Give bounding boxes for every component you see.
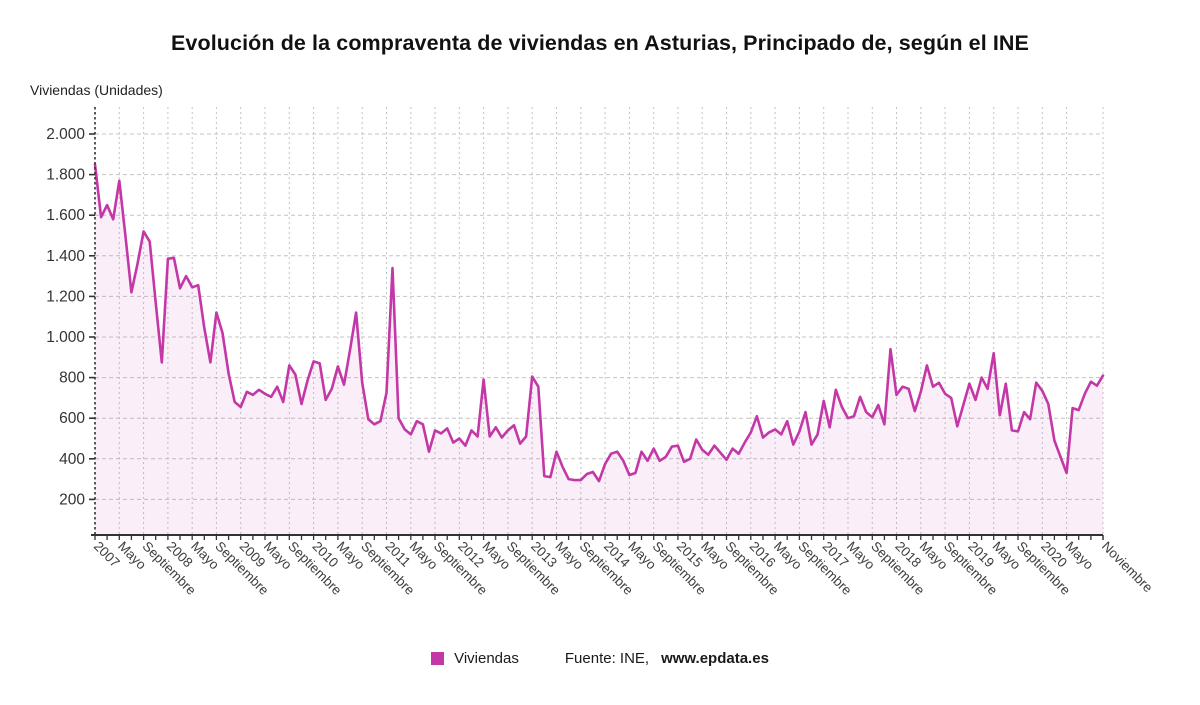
- svg-text:800: 800: [59, 370, 85, 387]
- x-tick-labels: 2007MayoSeptiembre2008MayoSeptiembre2009…: [91, 539, 1156, 598]
- svg-text:600: 600: [59, 410, 85, 427]
- svg-text:2.000: 2.000: [46, 126, 85, 143]
- series-line: [93, 163, 1105, 483]
- svg-text:Noviembre: Noviembre: [1099, 539, 1156, 596]
- svg-text:200: 200: [59, 491, 85, 508]
- svg-text:400: 400: [59, 451, 85, 468]
- chart-title: Evolución de la compraventa de viviendas…: [170, 31, 1029, 55]
- area-fill: [95, 164, 1103, 535]
- y-axis-title: Viviendas (Unidades): [30, 82, 163, 98]
- x-axis: [91, 534, 1104, 540]
- source-label: Fuente: INE,: [564, 650, 650, 667]
- svg-text:1.000: 1.000: [46, 329, 85, 346]
- svg-text:1.800: 1.800: [46, 167, 85, 184]
- legend-label-viviendas: Viviendas: [454, 650, 519, 667]
- svg-text:1.200: 1.200: [46, 288, 85, 305]
- svg-text:1.600: 1.600: [46, 207, 85, 224]
- svg-text:2007: 2007: [91, 539, 123, 571]
- legend-swatch-viviendas: [431, 652, 445, 665]
- svg-text:Mayo: Mayo: [1062, 539, 1096, 573]
- source-url: www.epdata.es: [661, 650, 769, 667]
- y-tick-labels: 2.000 1.800 1.600 1.400 1.200 1.000 800 600 400 2…: [46, 126, 85, 508]
- y-axis: [89, 107, 96, 535]
- chart-legend: Viviendas Fuente: INE, www.epdata.es: [0, 650, 1200, 667]
- svg-text:1.400: 1.400: [46, 248, 85, 265]
- y-gridlines: [95, 133, 1103, 500]
